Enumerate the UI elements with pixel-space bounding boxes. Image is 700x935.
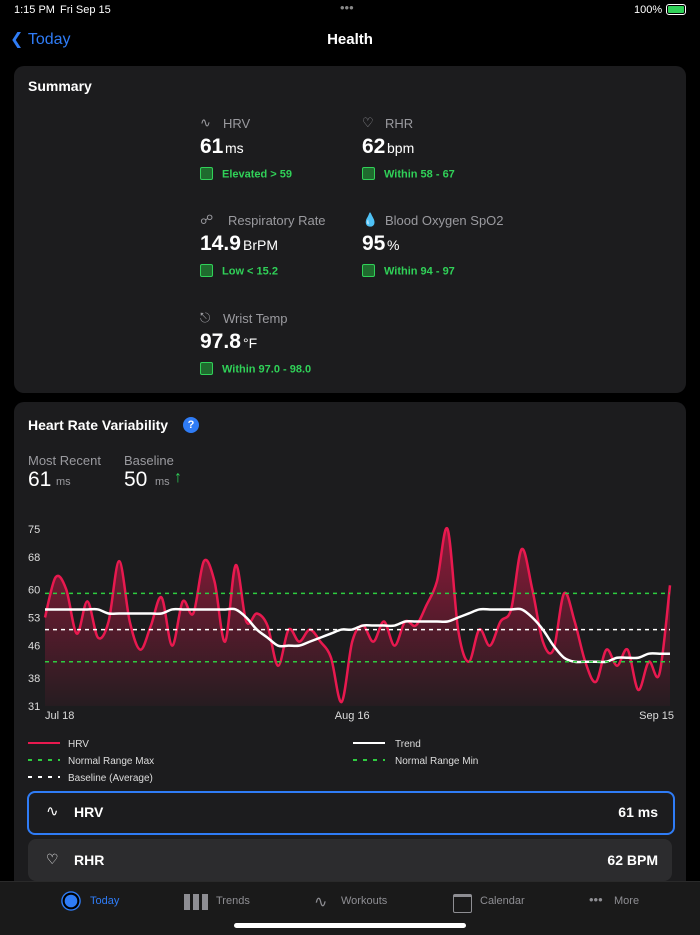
tab-label[interactable]: Workouts xyxy=(341,895,388,907)
metric-icon: 💧 xyxy=(362,212,379,227)
status-text: Within 97.0 - 98.0 xyxy=(222,363,312,376)
y-tick-label: 38 xyxy=(28,673,40,685)
metric-unit: bpm xyxy=(387,140,415,156)
status-text: Elevated > 59 xyxy=(222,168,293,181)
metric-label: Respiratory Rate xyxy=(228,213,326,228)
status-icon xyxy=(200,362,213,375)
metric-value: 62 xyxy=(362,135,386,158)
y-tick-label: 68 xyxy=(28,552,40,564)
metric-unit: % xyxy=(387,237,400,253)
more-icon: ••• xyxy=(589,892,603,907)
status-text: Within 58 - 67 xyxy=(384,168,455,181)
legend-label: Baseline (Average) xyxy=(68,773,153,784)
battery-icon xyxy=(666,4,686,15)
legend-label: Normal Range Max xyxy=(68,756,154,767)
metric-icon: ♡ xyxy=(362,115,374,130)
metric-label: Blood Oxygen SpO2 xyxy=(385,213,504,228)
rhr-row-icon: ♡ xyxy=(46,851,59,867)
metric-status: Low < 15.2 xyxy=(200,264,278,278)
x-tick-label: Sep 15 xyxy=(639,710,674,722)
legend-label: Normal Range Min xyxy=(395,756,478,767)
back-label[interactable]: Today xyxy=(27,31,71,48)
hrv-row[interactable] xyxy=(27,791,675,835)
legend-label: HRV xyxy=(68,739,89,750)
metric-icon: ∿ xyxy=(200,115,211,130)
status-icon xyxy=(200,167,213,180)
up-arrow: ↑ xyxy=(174,469,182,486)
y-tick-label: 60 xyxy=(28,584,40,596)
tab-label[interactable]: More xyxy=(614,895,640,907)
y-tick-label: 75 xyxy=(28,524,40,536)
metric-label: HRV xyxy=(223,116,251,131)
metric-unit: ms xyxy=(225,140,244,156)
status-date: Fri Sep 15 xyxy=(60,4,111,16)
metric-status: Elevated > 59 xyxy=(200,167,293,181)
y-tick-label: 46 xyxy=(28,641,40,653)
most-recent-label: Most Recent xyxy=(28,453,101,468)
status-time: 1:15 PM xyxy=(14,4,55,16)
workouts-icon: ∿ xyxy=(314,894,328,911)
nav-title: Health xyxy=(327,31,373,48)
y-tick-label: 31 xyxy=(28,701,40,713)
trends-icon xyxy=(184,894,208,910)
y-tick-label: 53 xyxy=(28,613,40,625)
today-icon xyxy=(64,894,78,908)
tab-label[interactable]: Today xyxy=(90,895,120,907)
status-icon xyxy=(362,167,375,180)
metric-label: RHR xyxy=(385,116,414,131)
baseline-unit: ms xyxy=(155,476,170,488)
most-recent-value: 61 xyxy=(28,468,52,491)
metric-status: Within 58 - 67 xyxy=(362,167,455,181)
x-tick-label: Aug 16 xyxy=(335,710,370,722)
hrv-area xyxy=(45,528,670,706)
metric-label: Wrist Temp xyxy=(223,311,288,326)
multitask-dots: ••• xyxy=(340,0,354,15)
status-icon xyxy=(362,264,375,277)
metric-icon: ☍ xyxy=(200,212,214,227)
hrv-row-icon: ∿ xyxy=(46,803,59,820)
summary-title: Summary xyxy=(28,78,92,94)
row-label: RHR xyxy=(74,852,105,868)
baseline-value: 50 xyxy=(124,468,148,491)
calendar-icon xyxy=(453,894,472,913)
metric-status: Within 97.0 - 98.0 xyxy=(200,362,312,376)
battery-text: 100% xyxy=(634,4,663,16)
row-value: 61 ms xyxy=(618,804,658,820)
hrv-chart: 31 38 46 53 60 68 75 Jul 18 Aug 16 Sep 15 HRV Trend… xyxy=(28,524,674,784)
baseline-label: Baseline xyxy=(124,453,174,468)
row-value: 62 BPM xyxy=(607,852,658,868)
metric-value: 97.8 xyxy=(200,330,241,353)
hrv-title: Heart Rate Variability xyxy=(28,417,169,433)
metric-icon: ⎋ xyxy=(200,310,211,325)
metric-value: 95 xyxy=(362,232,386,255)
back-button[interactable]: ❮ Today xyxy=(10,31,71,48)
rhr-row[interactable] xyxy=(28,839,672,881)
tab-label[interactable]: Calendar xyxy=(480,895,525,907)
metric-unit: BrPM xyxy=(243,237,278,253)
x-tick-label: Jul 18 xyxy=(45,710,74,722)
help-button[interactable]: ? xyxy=(183,417,199,433)
metric-unit: °F xyxy=(243,335,258,351)
legend-label: Trend xyxy=(395,739,421,750)
status-icon xyxy=(200,264,213,277)
home-indicator xyxy=(234,923,466,928)
metric-value: 61 xyxy=(200,135,224,158)
most-recent-unit: ms xyxy=(56,476,71,488)
metric-status: Within 94 - 97 xyxy=(362,264,455,278)
trend-line xyxy=(45,607,670,664)
summary-card xyxy=(14,66,686,393)
status-text: Low < 15.2 xyxy=(222,265,278,278)
row-label: HRV xyxy=(74,804,104,820)
metric-value: 14.9 xyxy=(200,232,241,255)
status-text: Within 94 - 97 xyxy=(384,265,455,278)
tab-label[interactable]: Trends xyxy=(216,895,250,907)
